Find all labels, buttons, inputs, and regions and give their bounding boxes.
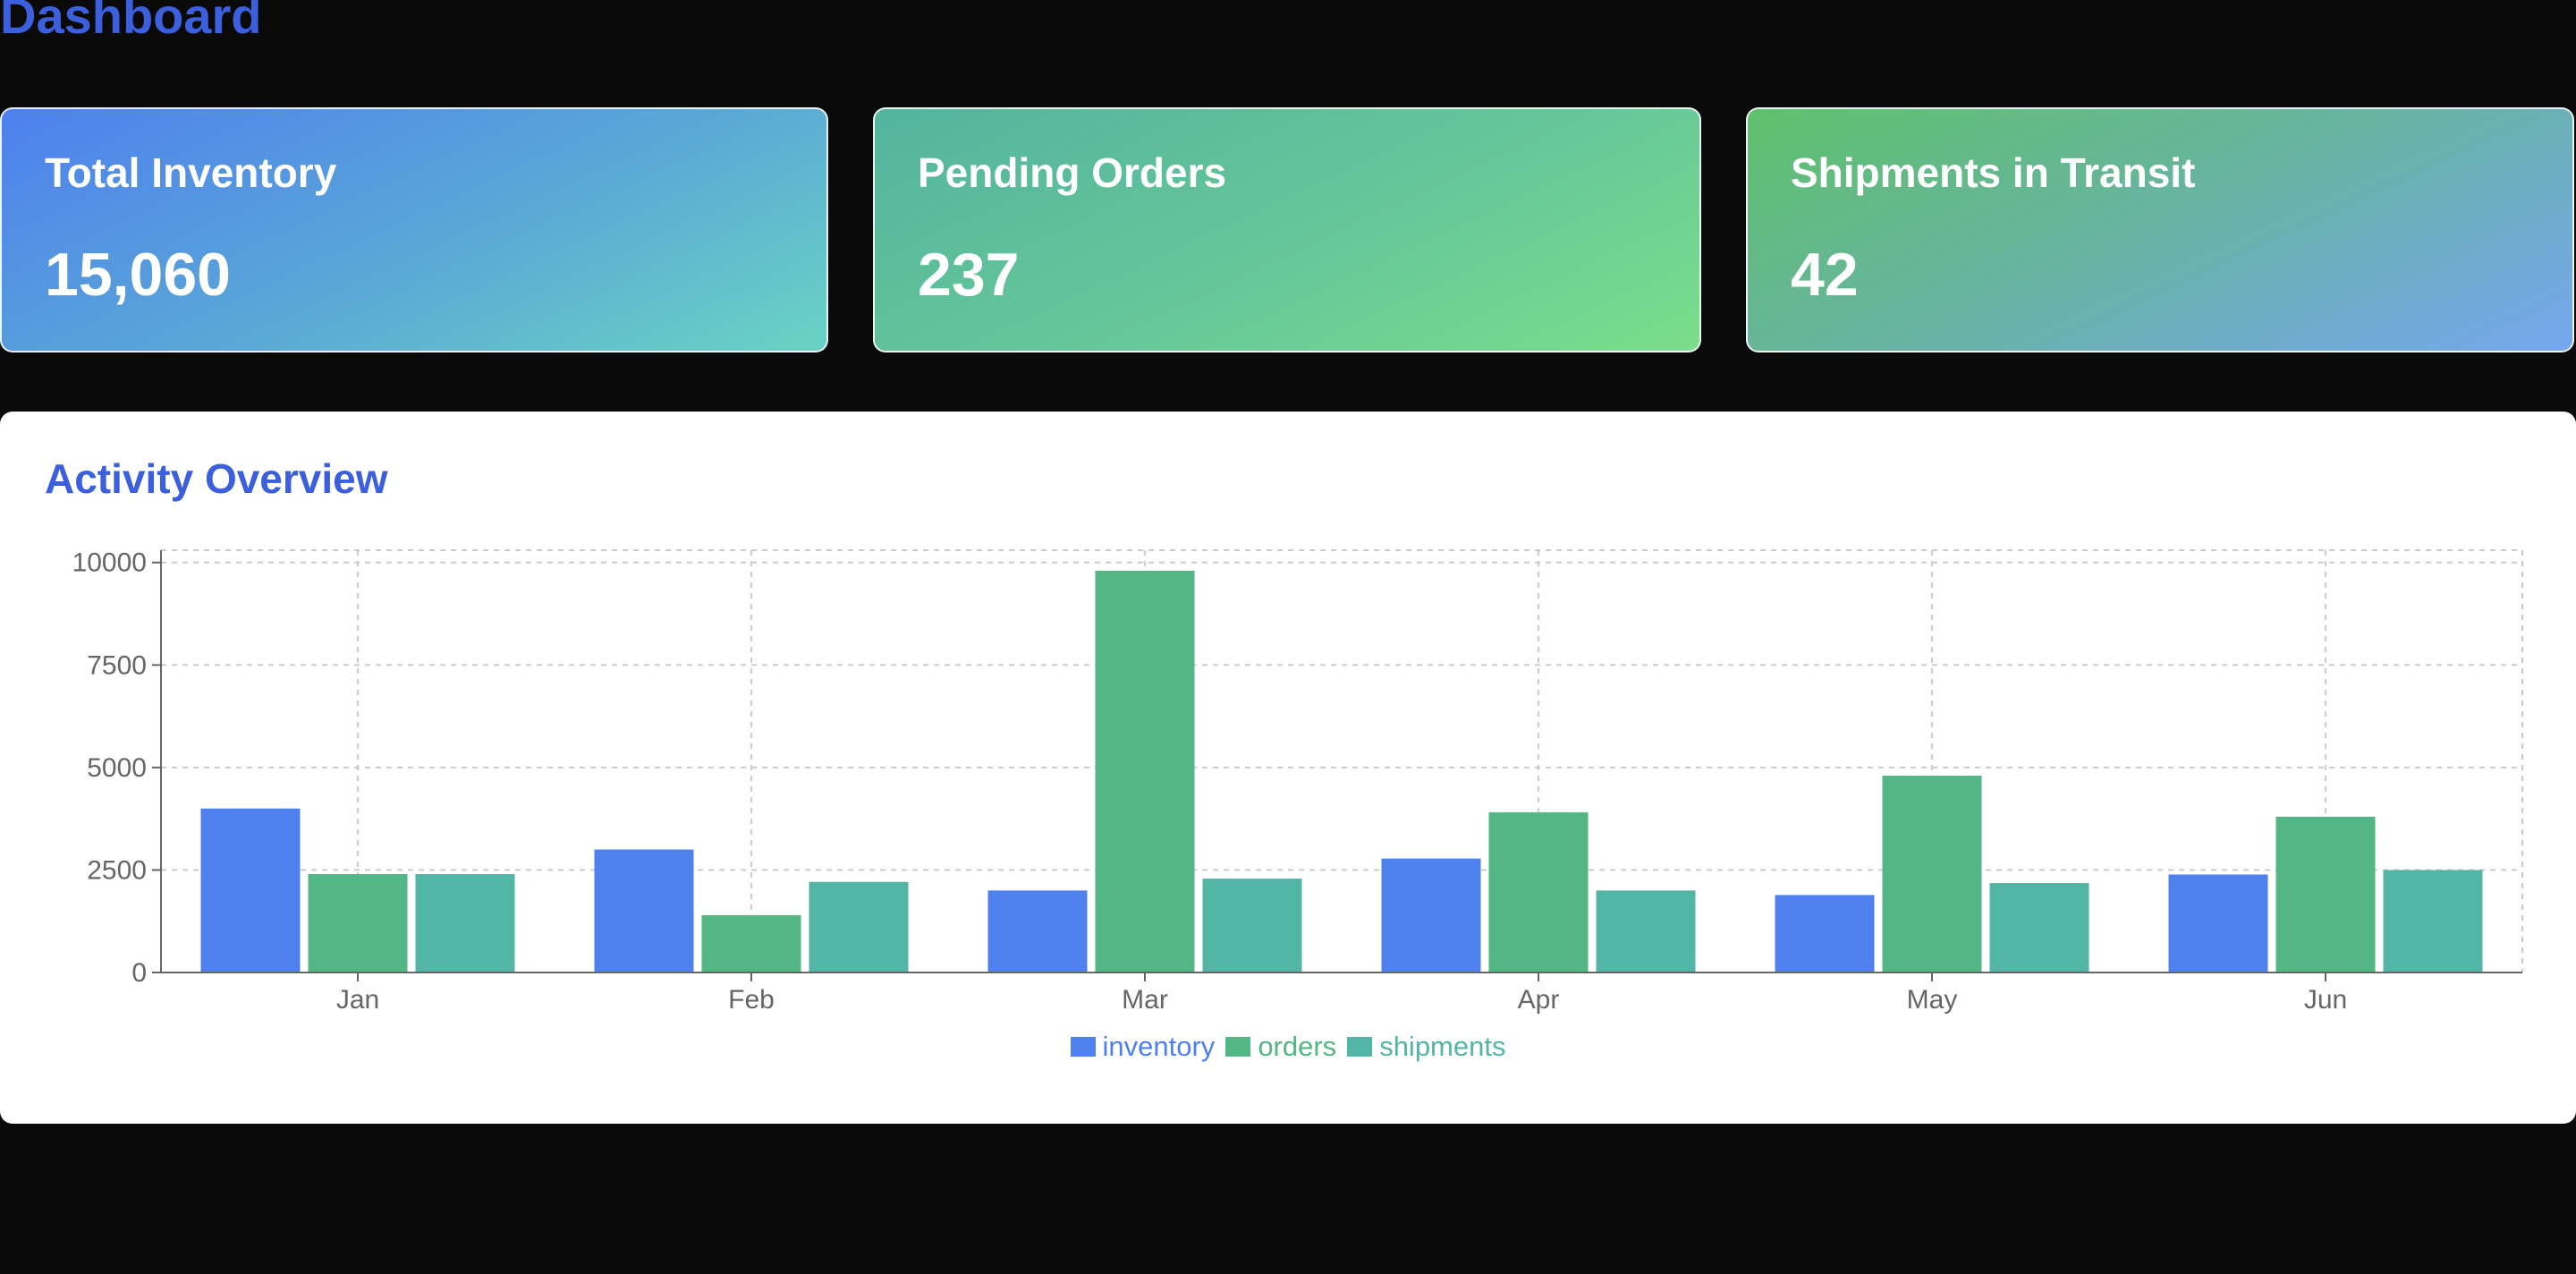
stat-card-value: 15,060	[45, 241, 231, 309]
legend-item-shipments[interactable]: shipments	[1347, 1031, 1505, 1063]
legend-swatch	[1347, 1037, 1373, 1057]
activity-overview-panel: Activity Overview 0 2500 5000 7500 10000 Jan F…	[0, 412, 2576, 1124]
x-tick-label: Jan	[336, 985, 379, 1015]
x-tick-label: May	[1907, 985, 1958, 1015]
bar-orders-mar	[1095, 570, 1195, 972]
bar-orders-jan	[308, 874, 408, 972]
bar-orders-jun	[2275, 816, 2376, 972]
x-tick-label: Apr	[1518, 985, 1560, 1015]
x-tick-label: Feb	[728, 985, 775, 1015]
legend-swatch	[1225, 1037, 1251, 1057]
stat-card-total-inventory: Total Inventory 15,060	[0, 107, 828, 352]
legend-item-orders[interactable]: orders	[1225, 1031, 1336, 1063]
bar-inventory-jun	[2168, 874, 2268, 972]
bar-orders-may	[1882, 776, 1982, 972]
panel-title: Activity Overview	[45, 455, 388, 502]
bar-inventory-apr	[1381, 858, 1481, 972]
bar-inventory-feb	[594, 849, 694, 972]
activity-bar-chart: 0 2500 5000 7500 10000 Jan Feb Mar Apr May Jun	[72, 548, 2523, 1015]
stat-card-pending-orders: Pending Orders 237	[873, 107, 1701, 352]
x-tick-label: Jun	[2304, 985, 2347, 1015]
bar-orders-feb	[701, 914, 801, 972]
bar-inventory-mar	[987, 890, 1088, 972]
bar-shipments-jun	[2383, 870, 2483, 972]
bar-shipments-feb	[809, 881, 909, 972]
y-tick-label: 7500	[87, 650, 147, 680]
y-tick-label: 10000	[72, 548, 147, 578]
bar-shipments-mar	[1202, 879, 1302, 972]
stat-card-label: Shipments in Transit	[1791, 149, 2196, 196]
bar-shipments-may	[1989, 883, 2089, 972]
bar-shipments-apr	[1596, 890, 1696, 972]
y-tick-label: 0	[131, 958, 147, 988]
bar-shipments-jan	[415, 874, 515, 972]
legend-label: inventory	[1102, 1031, 1216, 1062]
x-tick-label: Mar	[1122, 985, 1168, 1015]
legend-label: orders	[1258, 1031, 1337, 1062]
stat-card-value: 42	[1791, 241, 1859, 309]
legend-label: shipments	[1379, 1031, 1506, 1062]
stat-card-label: Pending Orders	[918, 149, 1227, 196]
legend-item-inventory[interactable]: inventory	[1070, 1031, 1216, 1063]
stat-card-value: 237	[918, 241, 1020, 309]
legend-swatch	[1070, 1037, 1096, 1057]
page-title: Dashboard	[0, 0, 262, 44]
bar-orders-apr	[1488, 811, 1589, 972]
y-tick-label: 5000	[87, 753, 147, 783]
chart-legend: inventory orders shipments	[0, 1031, 2576, 1064]
bar-inventory-may	[1775, 895, 1875, 972]
bar-inventory-jan	[200, 808, 301, 972]
stat-card-shipments-in-transit: Shipments in Transit 42	[1746, 107, 2574, 352]
stat-cards: Total Inventory 15,060 Pending Orders 23…	[0, 107, 2576, 354]
stat-card-label: Total Inventory	[45, 149, 337, 196]
y-tick-label: 2500	[87, 855, 147, 885]
